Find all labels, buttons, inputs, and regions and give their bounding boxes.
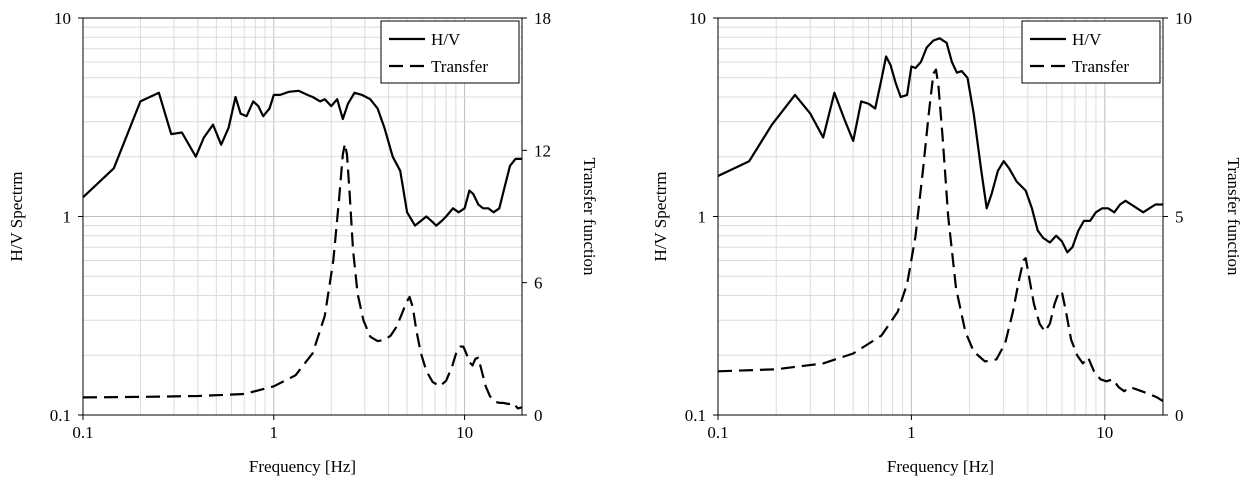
legend-label: Transfer [1072,57,1129,76]
y2-tick-label: 6 [534,274,543,293]
x-tick-label: 1 [270,423,279,442]
y-axis-label: H/V Spectrm [651,172,670,262]
hv-line [82,89,522,227]
legend: H/V Transfer [1021,20,1161,84]
x-tick-label: 10 [456,423,473,442]
y2-tick-label: 0 [534,406,543,425]
x-tick-label: 0.1 [72,423,93,442]
y-tick-label: 0.1 [685,406,706,425]
y2-tick-label: 18 [534,9,551,28]
x-axis-label: Frequency [Hz] [887,457,994,476]
y2-tick-label: 0 [1175,406,1184,425]
y2-axis-label: Transfer function [580,158,599,276]
y2-tick-label: 12 [534,141,551,160]
y-axis-label: H/V Spectrm [7,172,26,262]
x-tick-label: 10 [1096,423,1113,442]
legend-box [1021,20,1161,84]
legend-label: H/V [1072,30,1102,49]
y-tick-label: 10 [54,9,71,28]
y-tick-label: 0.1 [50,406,71,425]
hv-line [717,37,1163,254]
chart-2: 0.1 1 10 0.1 1 10 0 5 10 Frequency [Hz] H/V Spectr… [651,9,1243,476]
y-tick-label: 1 [63,208,72,227]
x-axis-label: Frequency [Hz] [249,457,356,476]
y-tick-label: 1 [698,208,707,227]
y2-tick-label: 5 [1175,208,1184,227]
x-tick-label: 0.1 [707,423,728,442]
legend-label: H/V [431,30,461,49]
transfer-line [82,142,523,410]
transfer-line [717,68,1164,403]
legend-box [380,20,520,84]
y2-axis-label: Transfer function [1224,158,1243,276]
chart-1: 0.1 1 10 0.1 1 10 0 6 12 18 Frequency [Hz] H/V Spec… [7,9,599,476]
x-tick-label: 1 [907,423,916,442]
y2-tick-label: 10 [1175,9,1192,28]
legend-label: Transfer [431,57,488,76]
y-tick-label: 10 [689,9,706,28]
legend: H/V Transfer [380,20,520,84]
